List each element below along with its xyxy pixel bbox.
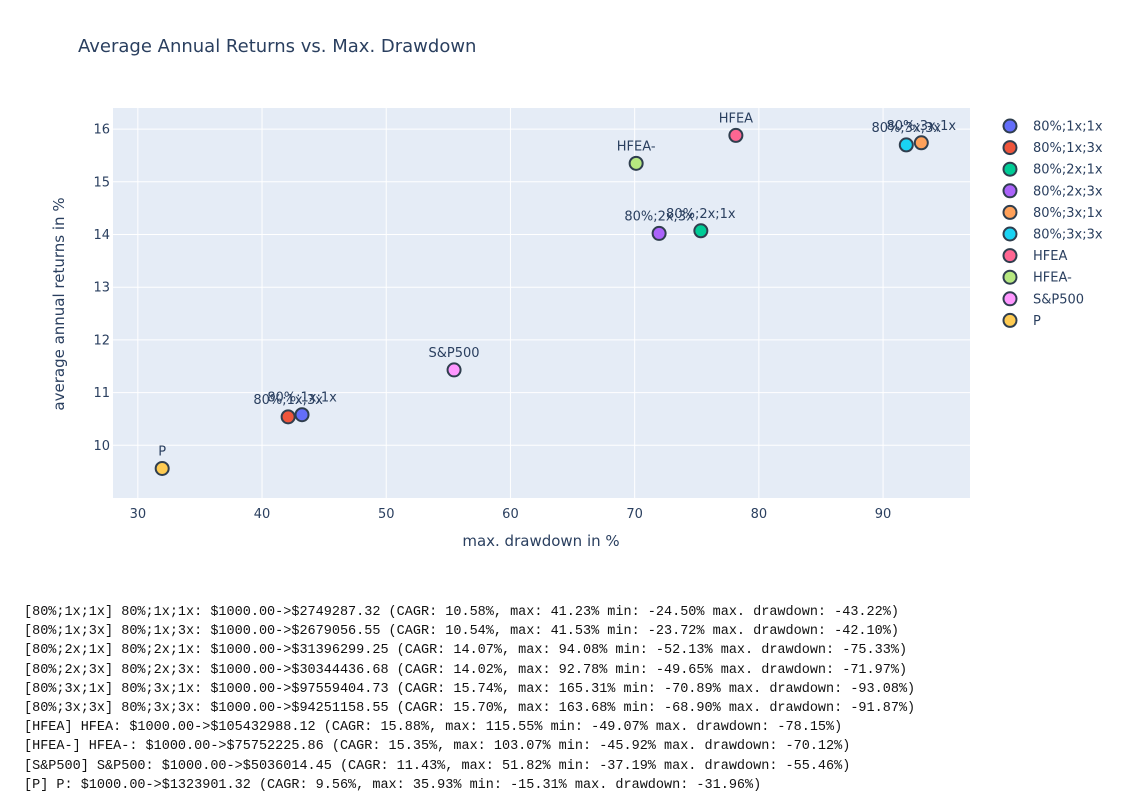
x-tick-label: 80: [751, 507, 768, 522]
output-line: [80%;1x;1x] 80%;1x;1x: $1000.00->$274928…: [24, 605, 899, 620]
x-tick-label: 90: [875, 507, 892, 522]
data-point[interactable]: [446, 362, 462, 378]
output-line: [S&P500] S&P500: $1000.00->$5036014.45 (…: [24, 758, 851, 774]
legend-label: HFEA-: [1033, 271, 1072, 286]
data-point[interactable]: [294, 407, 310, 423]
output-line: [80%;1x;3x] 80%;1x;3x: $1000.00->$267905…: [24, 624, 899, 640]
legend-label: 80%;2x;1x: [1033, 163, 1103, 178]
legend-marker: [1002, 183, 1018, 199]
legend-label: 80%;1x;1x: [1033, 120, 1103, 135]
y-tick-label: 15: [93, 175, 110, 190]
console-output: [80%;1x;1x] 80%;1x;1x: $1000.00->$274928…: [24, 603, 1124, 795]
data-label: 80%;2x;1x: [666, 207, 736, 222]
data-label: HFEA-: [617, 139, 656, 154]
legend-label: 80%;3x;1x: [1033, 206, 1103, 221]
legend-label: 80%;2x;3x: [1033, 184, 1103, 199]
output-line: [80%;2x;1x] 80%;2x;1x: $1000.00->$313962…: [24, 643, 908, 659]
output-line: [P] P: $1000.00->$1323901.32 (CAGR: 9.56…: [24, 777, 762, 793]
legend-item[interactable]: S&P500: [1002, 291, 1085, 307]
chart-title: Average Annual Returns vs. Max. Drawdown: [78, 36, 476, 57]
data-point[interactable]: [913, 135, 929, 151]
legend-item[interactable]: 80%;3x;3x: [1002, 226, 1103, 243]
legend-marker: [1002, 204, 1018, 220]
data-point[interactable]: [728, 127, 744, 143]
legend-label: 80%;1x;3x: [1033, 141, 1103, 156]
data-label: HFEA: [719, 111, 753, 126]
data-points: [154, 127, 929, 476]
legend-label: S&P500: [1033, 292, 1084, 307]
data-label: 80%;3x;3x: [871, 121, 941, 136]
legend-label: HFEA: [1033, 249, 1067, 264]
legend-marker: [1002, 118, 1018, 134]
legend-item[interactable]: 80%;3x;1x: [1002, 204, 1103, 221]
legend-item[interactable]: HFEA: [1002, 248, 1068, 264]
legend-marker: [1002, 291, 1018, 307]
output-line: [80%;3x;3x] 80%;3x;3x: $1000.00->$942511…: [24, 701, 916, 717]
data-point[interactable]: [628, 155, 644, 171]
output-line: [80%;3x;1x] 80%;3x;1x: $1000.00->$975594…: [24, 681, 916, 697]
legend-item[interactable]: 80%;2x;3x: [1002, 183, 1103, 199]
data-point[interactable]: [651, 225, 667, 241]
y-tick-label: 13: [93, 281, 110, 296]
gridlines: [113, 108, 970, 498]
y-tick-label: 12: [93, 333, 110, 348]
x-tick-label: 60: [502, 507, 519, 522]
legend: 80%;1x;1x 80%;1x;3x 80%;2x;1x 80%;2x;3x 80%;…: [1002, 118, 1103, 329]
scatter-chart: Average Annual Returns vs. Max. Drawdown…: [50, 36, 1103, 550]
data-label: 80%;3x;1x: [887, 119, 957, 134]
x-tick-label: 50: [378, 507, 395, 522]
y-tick-label: 14: [93, 228, 110, 243]
legend-item[interactable]: HFEA-: [1002, 269, 1073, 286]
data-point[interactable]: [898, 137, 914, 153]
legend-marker: [1002, 248, 1018, 264]
legend-marker: [1002, 161, 1018, 177]
data-point[interactable]: [154, 460, 170, 476]
y-tick-label: 11: [93, 386, 110, 401]
legend-item[interactable]: 80%;1x;1x: [1002, 118, 1103, 135]
legend-marker: [1002, 226, 1018, 242]
data-label: 80%;1x;1x: [267, 391, 337, 406]
data-label: P: [158, 444, 166, 459]
output-line: [HFEA] HFEA: $1000.00->$105432988.12 (CA…: [24, 720, 843, 736]
y-tick-label: 16: [93, 123, 110, 138]
output-line: [80%;2x;3x] 80%;2x;3x: $1000.00->$303444…: [24, 662, 908, 678]
y-axis-ticks: 10 11 12 13 14 15 16: [93, 123, 110, 454]
legend-marker: [1002, 312, 1018, 328]
legend-marker: [1002, 140, 1018, 156]
y-axis-title: average annual returns in %: [50, 197, 68, 410]
x-tick-label: 40: [254, 507, 271, 522]
legend-item[interactable]: P: [1002, 312, 1042, 329]
x-axis-ticks: 30 40 50 60 70 80 90: [130, 507, 892, 522]
y-tick-label: 10: [93, 439, 110, 454]
data-point[interactable]: [693, 223, 709, 239]
output-line: [HFEA-] HFEA-: $1000.00->$75752225.86 (C…: [24, 739, 851, 755]
legend-label: P: [1033, 314, 1041, 329]
legend-item[interactable]: 80%;1x;3x: [1002, 140, 1103, 156]
data-label: 80%;1x;3x: [253, 393, 323, 408]
legend-label: 80%;3x;3x: [1033, 228, 1103, 243]
legend-marker: [1002, 269, 1018, 285]
data-label: 80%;2x;3x: [624, 209, 694, 224]
x-tick-label: 70: [626, 507, 643, 522]
x-axis-title: max. drawdown in %: [462, 532, 619, 550]
plot-area: [113, 108, 970, 498]
data-label: S&P500: [429, 346, 480, 361]
legend-item[interactable]: 80%;2x;1x: [1002, 161, 1103, 178]
x-tick-label: 30: [130, 507, 147, 522]
data-point[interactable]: [280, 409, 296, 425]
